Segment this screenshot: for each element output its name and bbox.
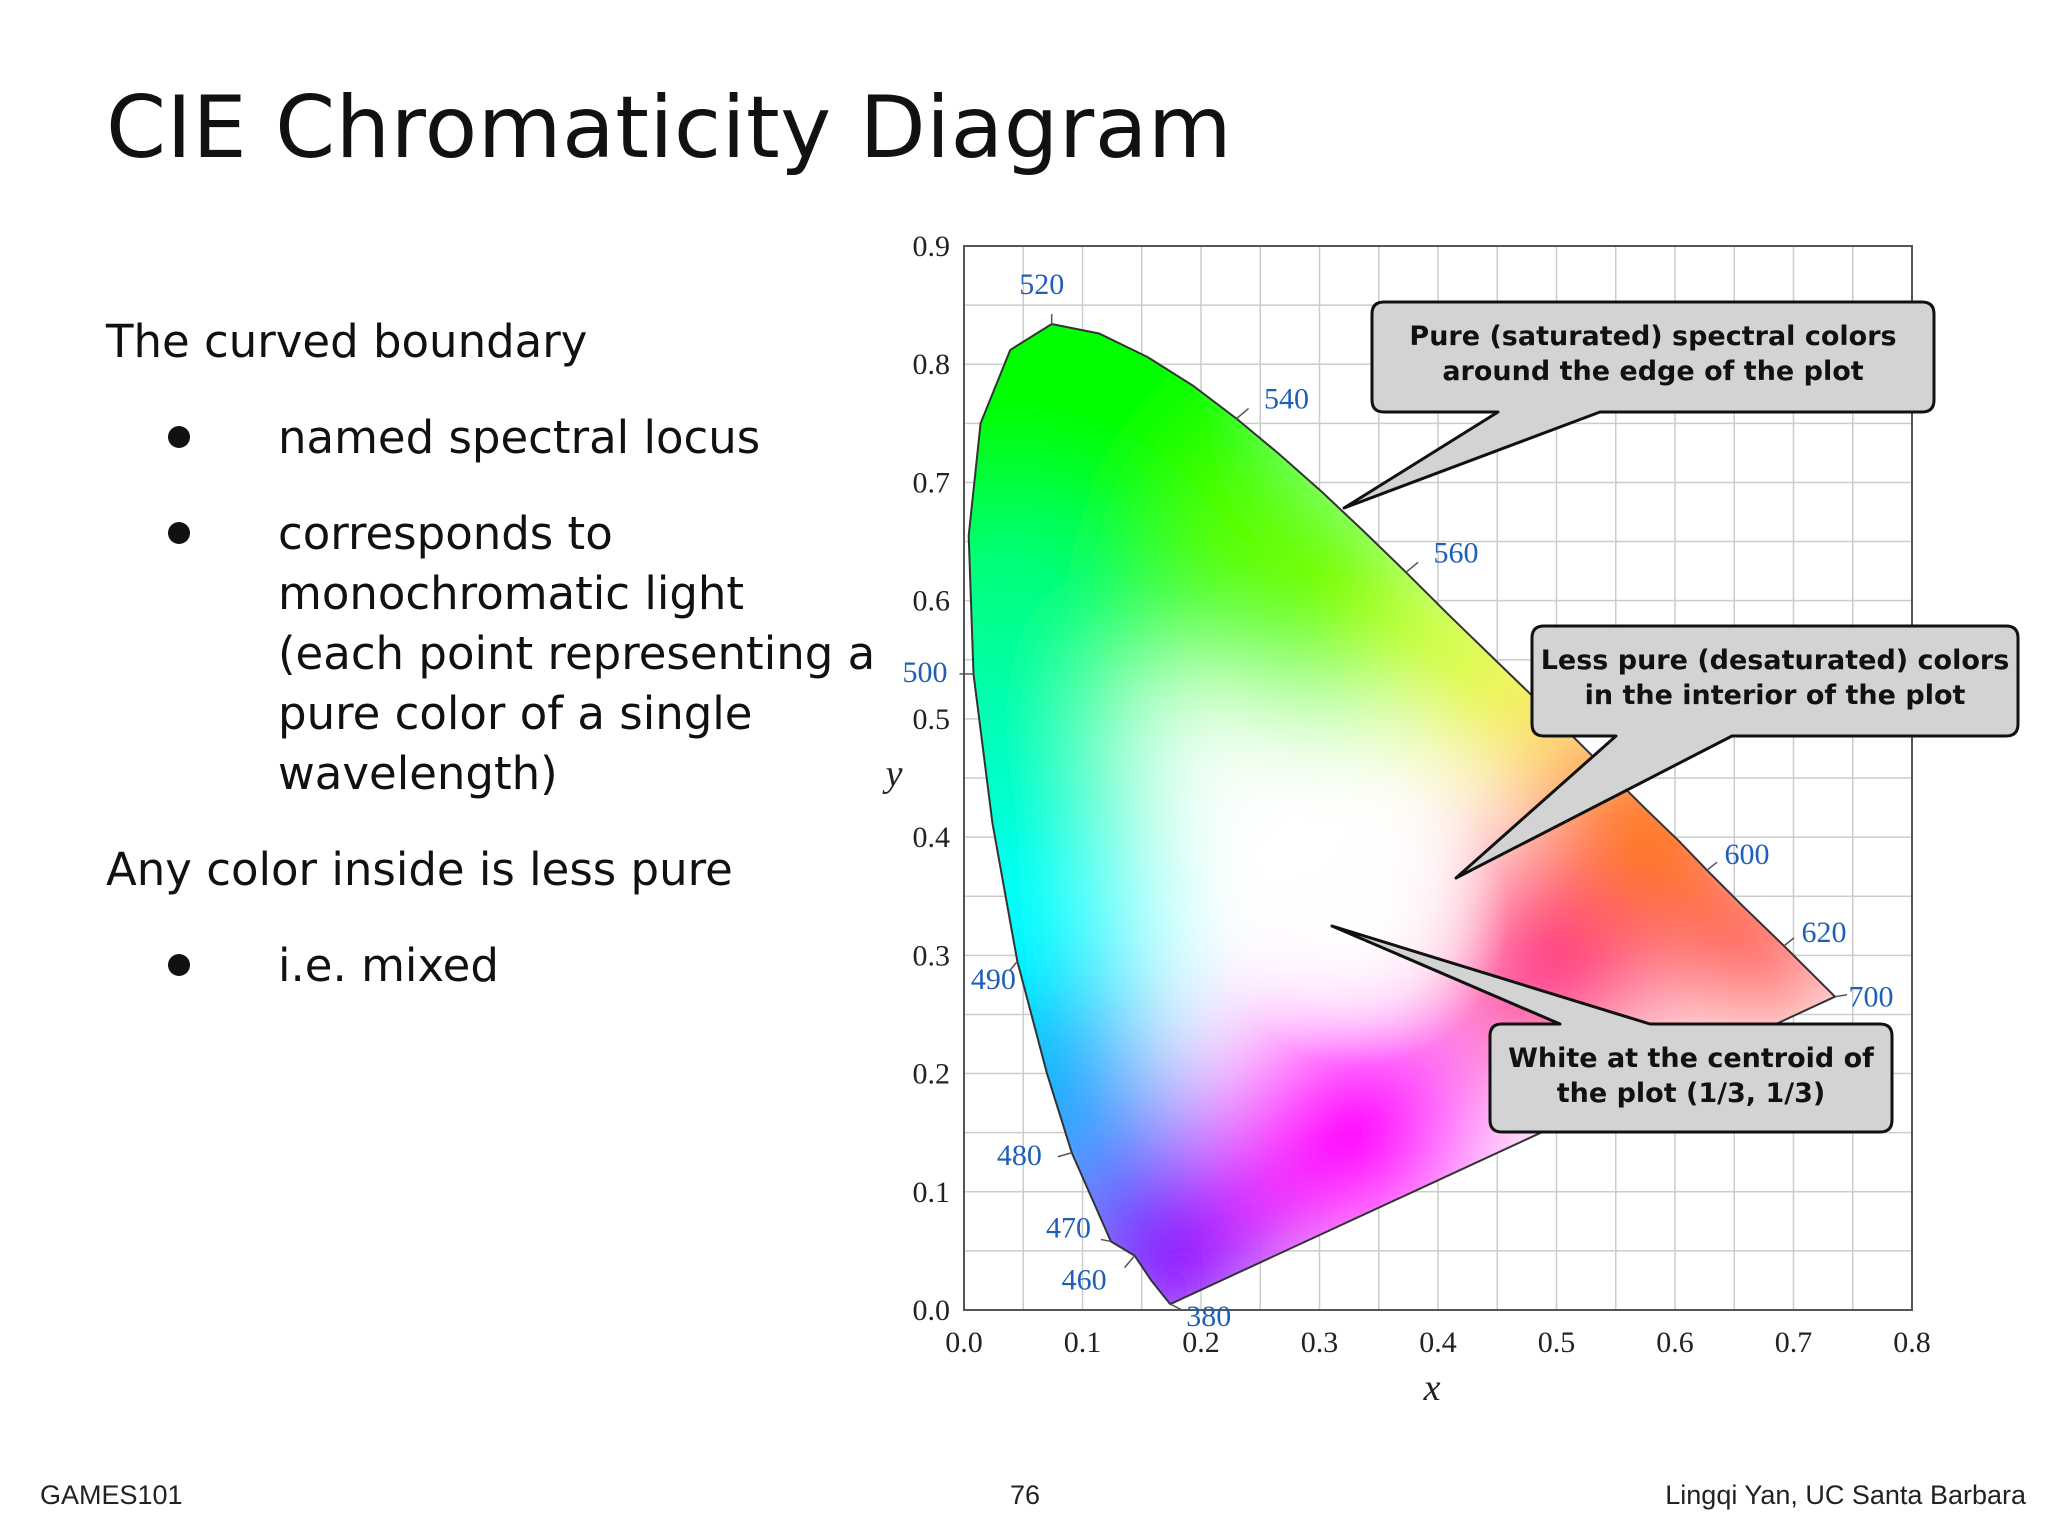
paragraph-less-pure: Any color inside is less pure — [106, 843, 733, 896]
callout-bubble — [1454, 624, 2020, 880]
wavelength-label: 620 — [1802, 916, 1847, 949]
callout-line: Pure (saturated) spectral colors — [1409, 321, 1896, 352]
wavelength-label: 540 — [1264, 383, 1309, 416]
x-tick-label: 0.0 — [945, 1326, 983, 1359]
callout-line: White at the centroid of — [1508, 1043, 1874, 1074]
y-tick-label: 0.4 — [913, 821, 951, 854]
x-tick-label: 0.8 — [1893, 1326, 1931, 1359]
y-tick-label: 0.7 — [913, 466, 951, 499]
x-tick-label: 0.2 — [1182, 1326, 1220, 1359]
footer-course: GAMES101 — [40, 1480, 183, 1510]
y-tick-label: 0.1 — [913, 1176, 951, 1209]
callout-line: around the edge of the plot — [1442, 356, 1863, 387]
callout-less-pure: Less pure (desaturated) colors in the in… — [1454, 624, 2020, 880]
wavelength-label: 470 — [1046, 1211, 1091, 1244]
spectral-locus-outline — [967, 322, 1837, 1306]
plot-frame — [963, 245, 1913, 1311]
wavelength-label: 460 — [1062, 1264, 1107, 1297]
wavelength-label: 600 — [1724, 838, 1769, 871]
wavelength-tick — [1783, 937, 1795, 947]
wavelength-tick — [1100, 1238, 1112, 1243]
bullet-text: named spectral locus — [278, 411, 761, 464]
callout-bubble — [1342, 300, 1936, 510]
bullet-dot — [168, 426, 190, 448]
x-tick-label: 0.4 — [1419, 1326, 1457, 1359]
callout-white-point: White at the centroid of the plot (1/3, … — [1330, 924, 1894, 1134]
wavelength-tick — [1834, 993, 1848, 998]
page-number: 76 — [1010, 1480, 1041, 1510]
wavelength-label: 520 — [1019, 268, 1064, 301]
callout-line: Less pure (desaturated) colors — [1541, 645, 2010, 676]
paragraph-curved-boundary: The curved boundary — [106, 315, 588, 368]
white-point-glow — [1208, 766, 1509, 1067]
y-tick-label: 0.3 — [913, 939, 951, 972]
tick-labels: 0.0 0.1 0.2 0.3 0.4 0.5 0.6 0.7 0.8 0.0 0.1 0.2 0.3 0… — [913, 230, 1931, 1359]
x-axis-label: x — [1423, 1367, 1441, 1409]
wavelength-tick — [1405, 561, 1419, 573]
x-tick-label: 0.6 — [1656, 1326, 1694, 1359]
y-tick-label: 0.2 — [913, 1058, 951, 1091]
wavelength-label: 380 — [1186, 1300, 1231, 1333]
y-tick-label: 0.5 — [913, 703, 951, 736]
wavelength-tick — [1169, 1303, 1183, 1311]
callout-line: the plot (1/3, 1/3) — [1557, 1078, 1825, 1109]
wavelength-label: 500 — [902, 656, 947, 689]
wavelength-label: 560 — [1434, 536, 1479, 569]
x-tick-label: 0.7 — [1775, 1326, 1813, 1359]
slide-title: CIE Chromaticity Diagram — [106, 78, 1233, 178]
footer-author: Lingqi Yan, UC Santa Barbara — [1665, 1480, 2026, 1510]
bullet-text: i.e. mixed — [278, 939, 499, 992]
bullet-dot — [168, 954, 190, 976]
wavelength-label: 700 — [1848, 981, 1893, 1014]
wavelength-label: 490 — [971, 963, 1016, 996]
y-tick-label: 0.8 — [913, 348, 951, 381]
bullet-text: corresponds to monochromatic light (each… — [278, 507, 876, 800]
x-tick-label: 0.1 — [1064, 1326, 1102, 1359]
wavelength-tick — [1008, 960, 1018, 972]
y-tick-label: 0.0 — [913, 1294, 951, 1327]
wavelength-label: 480 — [997, 1139, 1042, 1172]
axes — [963, 245, 1913, 1311]
callout-line: in the interior of the plot — [1585, 680, 1966, 711]
callout-bubble — [1330, 924, 1894, 1134]
callout-pure-colors: Pure (saturated) spectral colors around … — [1342, 300, 1936, 510]
wavelength-tick — [1706, 861, 1718, 871]
x-tick-label: 0.3 — [1301, 1326, 1339, 1359]
bullet-dot — [168, 522, 190, 544]
y-tick-label: 0.6 — [913, 585, 951, 618]
y-tick-label: 0.9 — [913, 230, 951, 263]
y-axis-label: y — [882, 753, 903, 795]
wavelength-tick — [1236, 408, 1250, 420]
wavelength-tick — [1057, 1152, 1073, 1158]
x-tick-label: 0.5 — [1538, 1326, 1576, 1359]
wavelength-tick — [1124, 1255, 1136, 1269]
